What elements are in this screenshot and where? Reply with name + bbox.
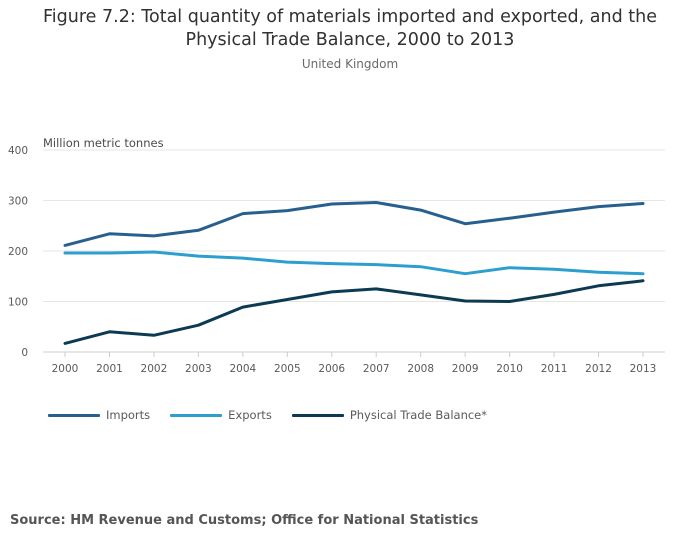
data-point-imports-2010 [508, 217, 511, 220]
chart-title-line-1: Figure 7.2: Total quantity of materials … [43, 7, 657, 27]
legend-label-imports: Imports [106, 408, 151, 422]
data-point-imports-2002 [152, 234, 155, 237]
data-point-balance-2009 [464, 299, 467, 302]
y-tick-label-300: 300 [8, 196, 28, 208]
y-tick-label-100: 100 [8, 297, 28, 309]
legend-item-imports[interactable]: Imports [48, 408, 150, 422]
data-point-imports-2012 [597, 205, 600, 208]
data-point-balance-2001 [108, 330, 111, 333]
data-point-exports-2009 [464, 272, 467, 275]
data-point-imports-2011 [553, 211, 556, 214]
series-line-balance [63, 279, 645, 345]
data-point-exports-2012 [597, 271, 600, 274]
data-point-balance-2002 [152, 334, 155, 337]
data-point-balance-2012 [597, 284, 600, 287]
data-point-imports-2009 [464, 222, 467, 225]
y-tick-label-400: 400 [8, 145, 28, 157]
x-tick-label-2001: 2001 [96, 363, 123, 375]
x-tick-label-2002: 2002 [141, 363, 168, 375]
x-tick-label-2007: 2007 [363, 363, 390, 375]
data-point-exports-2010 [508, 266, 511, 269]
x-tick-label-2004: 2004 [229, 363, 256, 375]
data-point-exports-2004 [241, 257, 244, 260]
chart-title-line-2: Physical Trade Balance, 2000 to 2013 [185, 30, 515, 50]
data-point-balance-2000 [64, 342, 67, 345]
legend: Imports Exports Physical Trade Balance* [48, 408, 507, 422]
x-tick-label-2013: 2013 [630, 363, 657, 375]
data-point-imports-2003 [197, 229, 200, 232]
data-point-balance-2011 [553, 293, 556, 296]
data-point-exports-2005 [286, 261, 289, 264]
data-point-balance-2008 [419, 293, 422, 296]
legend-item-balance[interactable]: Physical Trade Balance* [291, 408, 488, 422]
data-point-balance-2007 [375, 287, 378, 290]
series-line-imports [63, 201, 645, 247]
x-tick-label-2006: 2006 [318, 363, 345, 375]
x-tick-label-2008: 2008 [407, 363, 434, 375]
data-point-balance-2003 [197, 324, 200, 327]
x-tick-label-2010: 2010 [496, 363, 523, 375]
data-point-imports-2000 [64, 244, 67, 247]
x-tick-label-2011: 2011 [541, 363, 568, 375]
chart-subtitle: United Kingdom [301, 57, 399, 71]
data-point-exports-2006 [330, 262, 333, 265]
data-point-exports-2003 [197, 255, 200, 258]
legend-swatch-exports [170, 413, 223, 417]
data-point-imports-2004 [241, 212, 244, 215]
data-point-exports-2001 [108, 252, 111, 255]
data-point-balance-2005 [286, 298, 289, 301]
legend-label-exports: Exports [228, 408, 272, 422]
data-point-balance-2010 [508, 300, 511, 303]
x-tick-label-2003: 2003 [185, 363, 212, 375]
data-point-imports-2013 [642, 202, 645, 205]
data-point-balance-2013 [642, 279, 645, 282]
series-line-exports [63, 250, 645, 276]
data-point-exports-2013 [642, 272, 645, 275]
y-tick-label-0: 0 [21, 347, 28, 359]
y-tick-label-200: 200 [8, 246, 28, 258]
x-tick-label-2000: 2000 [52, 363, 79, 375]
data-point-exports-2002 [152, 251, 155, 254]
data-point-imports-2007 [375, 201, 378, 204]
data-point-exports-2000 [64, 252, 67, 255]
x-tick-label-2012: 2012 [585, 363, 612, 375]
legend-label-balance: Physical Trade Balance* [349, 408, 488, 422]
data-point-imports-2005 [286, 209, 289, 212]
x-tick-label-2005: 2005 [274, 363, 301, 375]
data-point-imports-2008 [419, 209, 422, 212]
y-axis-label: Million metric tonnes [43, 136, 164, 150]
legend-item-exports[interactable]: Exports [170, 408, 272, 422]
data-point-exports-2008 [419, 265, 422, 268]
chart-title: Figure 7.2: Total quantity of materials … [0, 6, 700, 52]
x-tick-label-2009: 2009 [452, 363, 479, 375]
data-point-imports-2006 [330, 203, 333, 206]
source-note: Source: HM Revenue and Customs; Office f… [10, 513, 479, 528]
data-point-exports-2007 [375, 263, 378, 266]
data-point-exports-2011 [553, 268, 556, 271]
legend-swatch-imports [48, 413, 100, 417]
data-point-balance-2006 [330, 290, 333, 293]
data-point-imports-2001 [108, 232, 111, 235]
legend-swatch-balance [291, 413, 344, 417]
data-point-balance-2004 [241, 306, 244, 309]
